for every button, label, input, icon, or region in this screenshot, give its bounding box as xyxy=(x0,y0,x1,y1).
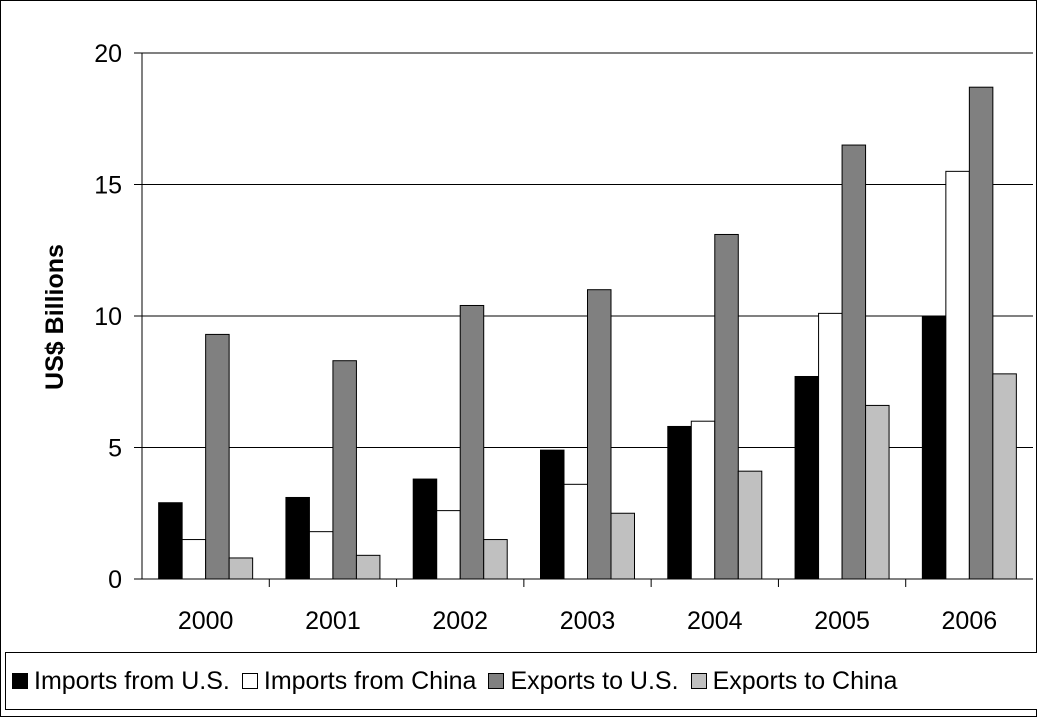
bar-imports-from-china-2001 xyxy=(308,531,334,580)
legend-label: Exports to China xyxy=(712,666,898,695)
y-tick-label: 5 xyxy=(108,435,122,463)
bar-imports-from-u-s--2004 xyxy=(667,425,692,580)
bar-exports-to-china-2004 xyxy=(737,470,763,580)
y-axis-label: US$ Billions xyxy=(41,244,69,390)
legend-label: Imports from China xyxy=(263,666,477,695)
x-tick-label: 2002 xyxy=(432,607,488,635)
legend-item: Imports from U.S. xyxy=(12,667,230,696)
bar-imports-from-u-s--2003 xyxy=(540,449,565,580)
bar-imports-from-china-2002 xyxy=(436,510,461,580)
legend-swatch xyxy=(12,673,28,689)
bar-imports-from-u-s--2006 xyxy=(921,315,947,580)
x-tick-label: 2003 xyxy=(560,607,616,635)
bars xyxy=(158,86,1017,580)
bar-exports-to-u-s--2004 xyxy=(714,233,739,580)
legend-item: Exports to U.S. xyxy=(488,666,679,696)
legend-swatch xyxy=(690,673,707,689)
x-tick-label: 2000 xyxy=(178,607,234,635)
bar-exports-to-u-s--2000 xyxy=(205,333,230,580)
legend-label: Exports to U.S. xyxy=(510,666,679,695)
x-tick-label: 2006 xyxy=(942,607,998,635)
y-tick-label: 15 xyxy=(94,172,122,200)
y-tick-label: 0 xyxy=(108,566,122,594)
legend-swatch xyxy=(241,673,258,689)
bar-exports-to-china-2001 xyxy=(355,554,381,580)
bar-exports-to-china-2005 xyxy=(865,404,890,580)
bar-imports-from-u-s--2002 xyxy=(412,478,438,580)
bar-exports-to-china-2000 xyxy=(228,557,254,580)
x-tick-label: 2001 xyxy=(305,607,361,635)
legend-label: Imports from U.S. xyxy=(34,666,230,695)
bar-exports-to-china-2003 xyxy=(610,512,635,580)
bar-exports-to-china-2006 xyxy=(992,373,1017,580)
bar-imports-from-china-2000 xyxy=(181,539,207,580)
bar-imports-from-u-s--2001 xyxy=(285,496,310,580)
bar-exports-to-u-s--2001 xyxy=(332,360,357,580)
y-tick-label: 10 xyxy=(94,303,122,331)
bar-imports-from-u-s--2005 xyxy=(794,375,820,580)
bar-exports-to-u-s--2006 xyxy=(968,86,994,580)
bar-exports-to-u-s--2003 xyxy=(587,289,612,580)
bar-imports-from-china-2004 xyxy=(690,420,716,580)
bar-imports-from-china-2005 xyxy=(818,312,843,580)
bar-imports-from-u-s--2000 xyxy=(158,502,183,580)
x-tick-label: 2004 xyxy=(687,607,743,635)
bar-imports-from-china-2006 xyxy=(945,170,970,580)
legend-swatch xyxy=(488,673,505,689)
legend-item: Exports to China xyxy=(690,666,898,696)
y-tick-label: 20 xyxy=(94,40,122,68)
legend: Imports from U.S. Imports from China Expor… xyxy=(5,652,1037,710)
x-tick-label: 2005 xyxy=(814,607,870,635)
bar-exports-to-u-s--2005 xyxy=(841,144,867,580)
bar-imports-from-china-2003 xyxy=(563,483,588,580)
legend-item: Imports from China xyxy=(241,666,477,696)
bar-exports-to-china-2002 xyxy=(483,539,508,580)
bar-exports-to-u-s--2002 xyxy=(459,304,485,580)
axes: 0 5 10 15 20 2000 2001 2002 2003 2004 2005 2006 xyxy=(94,40,1033,635)
